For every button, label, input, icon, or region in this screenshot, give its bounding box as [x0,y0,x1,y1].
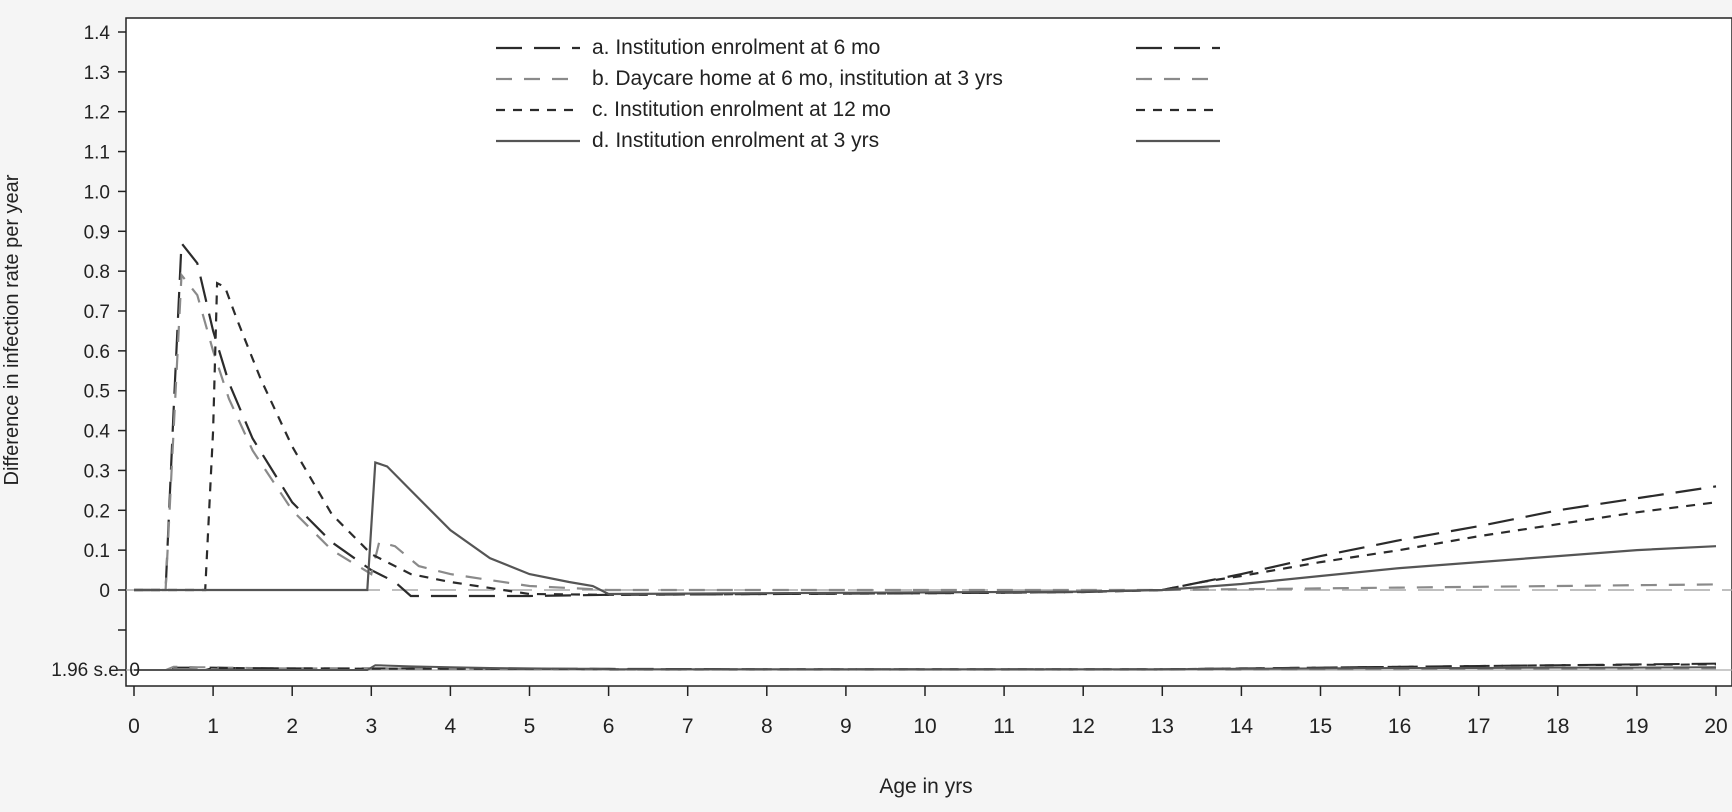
main-series-lines [134,240,1717,598]
x-axis-label: Age in yrs [879,775,972,798]
series-line-a [134,240,1717,598]
se-series-lines [134,662,1717,671]
x-tick-label: 10 [913,715,936,738]
y-tick-label: 0 [99,581,110,602]
y-tick-label: 1.3 [84,63,110,84]
y-tick-label: 1.1 [84,143,110,164]
x-tick-label: 14 [1230,715,1254,738]
x-tick-label: 2 [286,715,298,738]
x-axis: 0 1 2 3 4 5 6 7 8 9 10 11 12 13 14 15 16 17 18 19 20 [128,686,1728,738]
se-line-d [134,664,1717,671]
y-tick-label: 0.2 [84,501,110,522]
y-tick-label: 1.0 [84,182,110,203]
x-tick-label: 15 [1309,715,1332,738]
x-tick-label: 6 [603,715,615,738]
y-tick-label: 0.4 [84,422,111,443]
x-tick-label: 19 [1625,715,1648,738]
x-tick-label: 1 [207,715,219,738]
se-line-b [134,665,1716,671]
legend-label: d. Institution enrolment at 3 yrs [592,129,879,152]
y-tick-label: 0.9 [84,222,110,243]
x-tick-label: 7 [682,715,694,738]
y-tick-label: 0.8 [84,262,110,283]
legend-label: b. Daycare home at 6 mo, institution at … [592,67,1003,90]
legend: a. Institution enrolment at 6 mo b. Dayca… [496,36,1220,152]
x-tick-label: 20 [1704,715,1727,738]
se-line-c [134,663,1717,671]
plot-area [125,17,1732,687]
y-tick-label: 0.1 [84,541,110,562]
y-tick-label: 1.2 [84,103,110,124]
series-line-c [134,281,1717,596]
x-tick-label: 9 [840,715,852,738]
x-tick-label: 16 [1388,715,1411,738]
legend-label: a. Institution enrolment at 6 mo [592,36,880,59]
y-tick-label: 0.5 [84,382,110,403]
y-axis-label: Difference in infection rate per year [1,174,23,485]
y-tick-label: 0.6 [84,342,110,363]
x-tick-label: 11 [993,715,1015,738]
x-tick-label: 5 [524,715,536,738]
x-tick-label: 12 [1072,715,1095,738]
y-tick-label: 1.4 [84,23,111,44]
y-tick-label: 0.3 [84,461,110,482]
x-tick-label: 18 [1546,715,1569,738]
y-axis: 0 0.1 0.2 0.3 0.4 0.5 0.6 0.7 0.8 0.9 1.0 1.1 1.2 1.3… [84,23,126,671]
series-line-d [134,461,1717,596]
x-tick-label: 4 [445,715,457,738]
se-panel-label: 1.96 s.e. 0 [51,660,140,681]
x-tick-label: 8 [761,715,773,738]
series-line-b [134,272,1717,592]
x-tick-label: 13 [1151,715,1174,738]
x-tick-label: 3 [365,715,377,738]
y-tick-label: 0.7 [84,302,110,323]
x-tick-label: 17 [1467,715,1490,738]
x-tick-label: 0 [128,715,140,738]
legend-label: c. Institution enrolment at 12 mo [592,98,891,121]
